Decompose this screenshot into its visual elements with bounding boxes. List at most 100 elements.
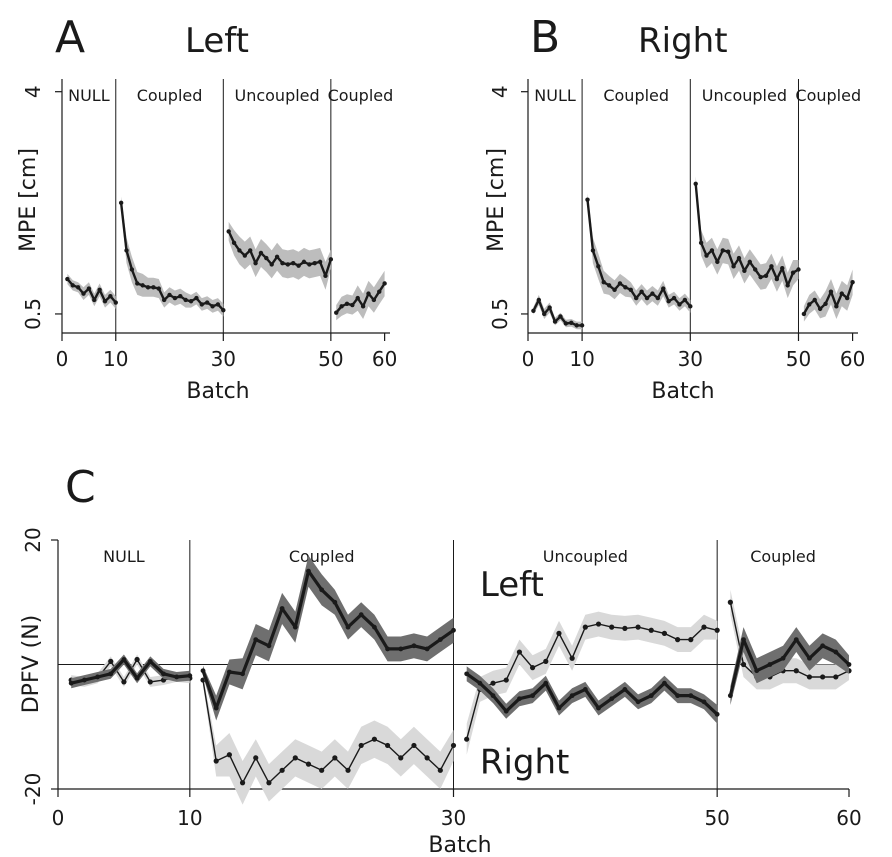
- mpe-segment-point: [97, 287, 102, 293]
- x-tick-label: 10: [103, 347, 128, 371]
- mpe-segment-point: [709, 248, 715, 253]
- mpe-segment-point: [92, 297, 97, 303]
- y-axis-title: MPE [cm]: [16, 148, 41, 252]
- mpe-segment-point: [269, 262, 274, 267]
- left-series-point: [266, 643, 272, 649]
- left-series-point: [582, 687, 588, 692]
- mpe-segment-point: [81, 291, 86, 296]
- left-series-point: [161, 671, 166, 677]
- panel-letter: B: [530, 12, 560, 63]
- mpe-segment-point: [617, 281, 623, 286]
- mpe-segment-point: [323, 273, 328, 279]
- mpe-segment-point: [753, 267, 758, 272]
- left-series-line: [465, 672, 719, 716]
- mpe-segment-point: [328, 257, 334, 262]
- mpe-segment-point: [65, 276, 70, 282]
- left-series-point: [635, 699, 641, 705]
- left-series-error-band: [466, 666, 718, 724]
- right-series-point: [398, 755, 404, 761]
- mpe-segment-point: [285, 262, 291, 267]
- right-series-point: [213, 758, 219, 764]
- mpe-segment-point: [666, 299, 671, 304]
- left-series-point: [807, 655, 812, 661]
- mpe-segment-point: [585, 197, 590, 202]
- right-series-point: [675, 637, 681, 643]
- left-series-point: [530, 693, 535, 699]
- mpe-segment-point: [226, 229, 231, 234]
- left-series-point: [240, 671, 245, 677]
- right-series-point: [740, 661, 747, 668]
- left-series-point: [503, 708, 509, 714]
- right-series-line: [729, 602, 850, 678]
- right-series-point: [345, 767, 351, 773]
- mpe-segment-point: [552, 319, 558, 324]
- x-axis-title: Batch: [651, 379, 714, 404]
- mpe-segment-point: [547, 305, 552, 310]
- mpe-segment-point: [758, 274, 763, 280]
- phase-label: Uncoupled: [234, 86, 319, 105]
- left-series-point: [253, 637, 259, 642]
- left-series-error-band: [203, 555, 454, 721]
- right-series-error-band: [466, 611, 718, 755]
- x-tick-label: 30: [678, 347, 703, 371]
- panel-title: Left: [185, 21, 249, 61]
- mpe-segment-point: [839, 291, 844, 296]
- mpe-segment-point: [151, 285, 156, 290]
- right-series-point: [266, 780, 272, 786]
- mpe-segment-error-band: [695, 176, 799, 299]
- x-tick-label: 60: [840, 347, 865, 371]
- left-series-point: [121, 657, 127, 662]
- mpe-segment-point: [671, 295, 677, 301]
- mpe-segment-point: [129, 267, 135, 272]
- left-series-point: [68, 680, 74, 686]
- left-series-point: [767, 662, 773, 667]
- mpe-segment-point: [790, 270, 796, 275]
- mpe-segment-point: [247, 248, 253, 253]
- right-series-point: [147, 679, 153, 685]
- x-axis-title: Batch: [428, 833, 491, 857]
- y-tick-label: 0.5: [488, 298, 512, 330]
- right-series-point: [490, 680, 496, 686]
- mpe-segment-point: [113, 300, 118, 305]
- mpe-segment-point: [317, 259, 323, 265]
- x-tick-label: 60: [372, 347, 397, 371]
- mpe-segment-point: [531, 308, 536, 313]
- right-series-point: [635, 624, 641, 630]
- mpe-segment-point: [178, 293, 183, 299]
- mpe-segment-line: [532, 298, 583, 327]
- left-series-point: [213, 705, 219, 711]
- mpe-segment-point: [102, 299, 108, 304]
- mpe-segment-point: [823, 301, 828, 306]
- left-series-point: [701, 699, 707, 705]
- phase-label: Coupled: [603, 86, 669, 105]
- right-series-point: [582, 624, 588, 630]
- y-tick-label: -20: [21, 773, 45, 806]
- mpe-segment-point: [569, 320, 574, 326]
- right-series-point: [437, 767, 443, 773]
- y-tick-label: 4: [488, 85, 512, 98]
- mpe-segment-point: [731, 264, 736, 269]
- left-series-point: [517, 696, 522, 702]
- mpe-segment-point: [688, 304, 693, 309]
- left-series-point: [345, 624, 351, 630]
- phase-label: Uncoupled: [702, 86, 787, 105]
- mpe-segment-point: [796, 267, 801, 272]
- mpe-segment-point: [291, 260, 296, 266]
- right-series-point: [714, 627, 720, 633]
- mpe-segment-point: [807, 302, 812, 307]
- left-series-point: [688, 693, 694, 699]
- right-series-point: [319, 767, 325, 773]
- left-series-point: [754, 668, 760, 674]
- left-series-point: [662, 680, 667, 686]
- panel-c: C NULL Coupled Uncoupled Coupled 0 10 30 50 60 -20…: [19, 462, 862, 857]
- panel-a: A Left NULL Coupled Uncoupled Coupled 0 10 30 50 6…: [16, 12, 397, 404]
- right-series-point: [292, 755, 298, 761]
- right-series-point: [121, 679, 127, 685]
- right-series-point: [305, 761, 312, 767]
- mpe-segment-point: [242, 253, 248, 258]
- right-series-point: [701, 624, 707, 630]
- left-series-point: [846, 662, 852, 667]
- y-axis-title: MPE [cm]: [484, 148, 509, 252]
- left-series-point: [411, 643, 417, 649]
